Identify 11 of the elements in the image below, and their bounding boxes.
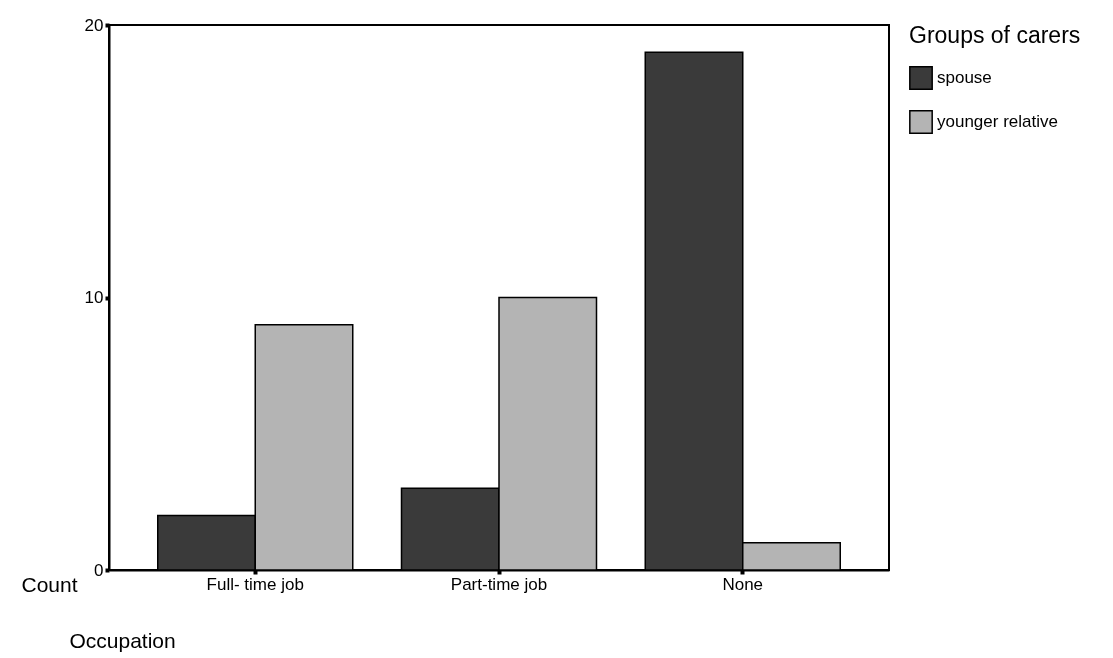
legend-label: younger relative — [937, 112, 1058, 131]
y-tick-label: 20 — [84, 15, 104, 35]
legend-label: spouse — [937, 68, 992, 87]
x-tick-label: Full- time job — [206, 574, 304, 594]
y-tick-label: 0 — [94, 560, 104, 580]
y-tick-label: 10 — [84, 288, 104, 307]
y-axis-title: Count — [21, 572, 78, 596]
x-tick-label: Part-time job — [450, 574, 548, 594]
x-axis-title: Occupation — [69, 628, 176, 652]
x-tick-label: None — [722, 574, 764, 594]
legend-title: Groups of carers — [909, 22, 1081, 48]
